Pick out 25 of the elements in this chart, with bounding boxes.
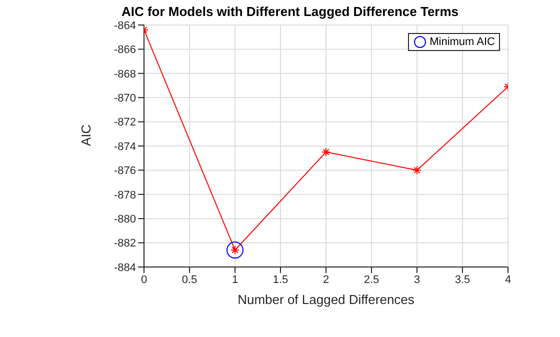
- y-tick-label: -882: [114, 238, 136, 250]
- x-tick-label: 2.5: [364, 274, 380, 286]
- x-tick-label: 0.5: [182, 274, 198, 286]
- x-tick-label: 4: [504, 274, 512, 286]
- y-tick-label: -884: [114, 262, 136, 274]
- y-tick-label: -874: [114, 140, 136, 153]
- y-tick-label: -876: [114, 165, 136, 178]
- y-tick-label: -872: [114, 116, 136, 129]
- x-tick-label: 2: [322, 274, 330, 286]
- x-axis-title: Number of Lagged Differences: [238, 292, 415, 307]
- y-tick-label: -864: [114, 20, 136, 32]
- x-tick-label: 3.5: [454, 274, 470, 286]
- y-tick-label: -868: [114, 68, 136, 80]
- x-tick-label: 1.5: [272, 274, 288, 286]
- y-tick-label: -870: [114, 92, 136, 105]
- x-tick-label: 1: [232, 274, 238, 286]
- y-axis-title: AIC: [78, 124, 94, 146]
- point: [226, 242, 244, 259]
- y-tick-label: -880: [114, 214, 136, 226]
- x-tick-label: 0: [140, 274, 148, 286]
- y-tick-label: -866: [114, 44, 136, 56]
- chart-title: AIC for Models with Different Lagged Difference Terms: [120, 4, 460, 19]
- y-tick-label: -878: [114, 189, 136, 202]
- x-tick-label: 3: [414, 274, 420, 286]
- legend-label: Minimum AIC: [430, 36, 495, 48]
